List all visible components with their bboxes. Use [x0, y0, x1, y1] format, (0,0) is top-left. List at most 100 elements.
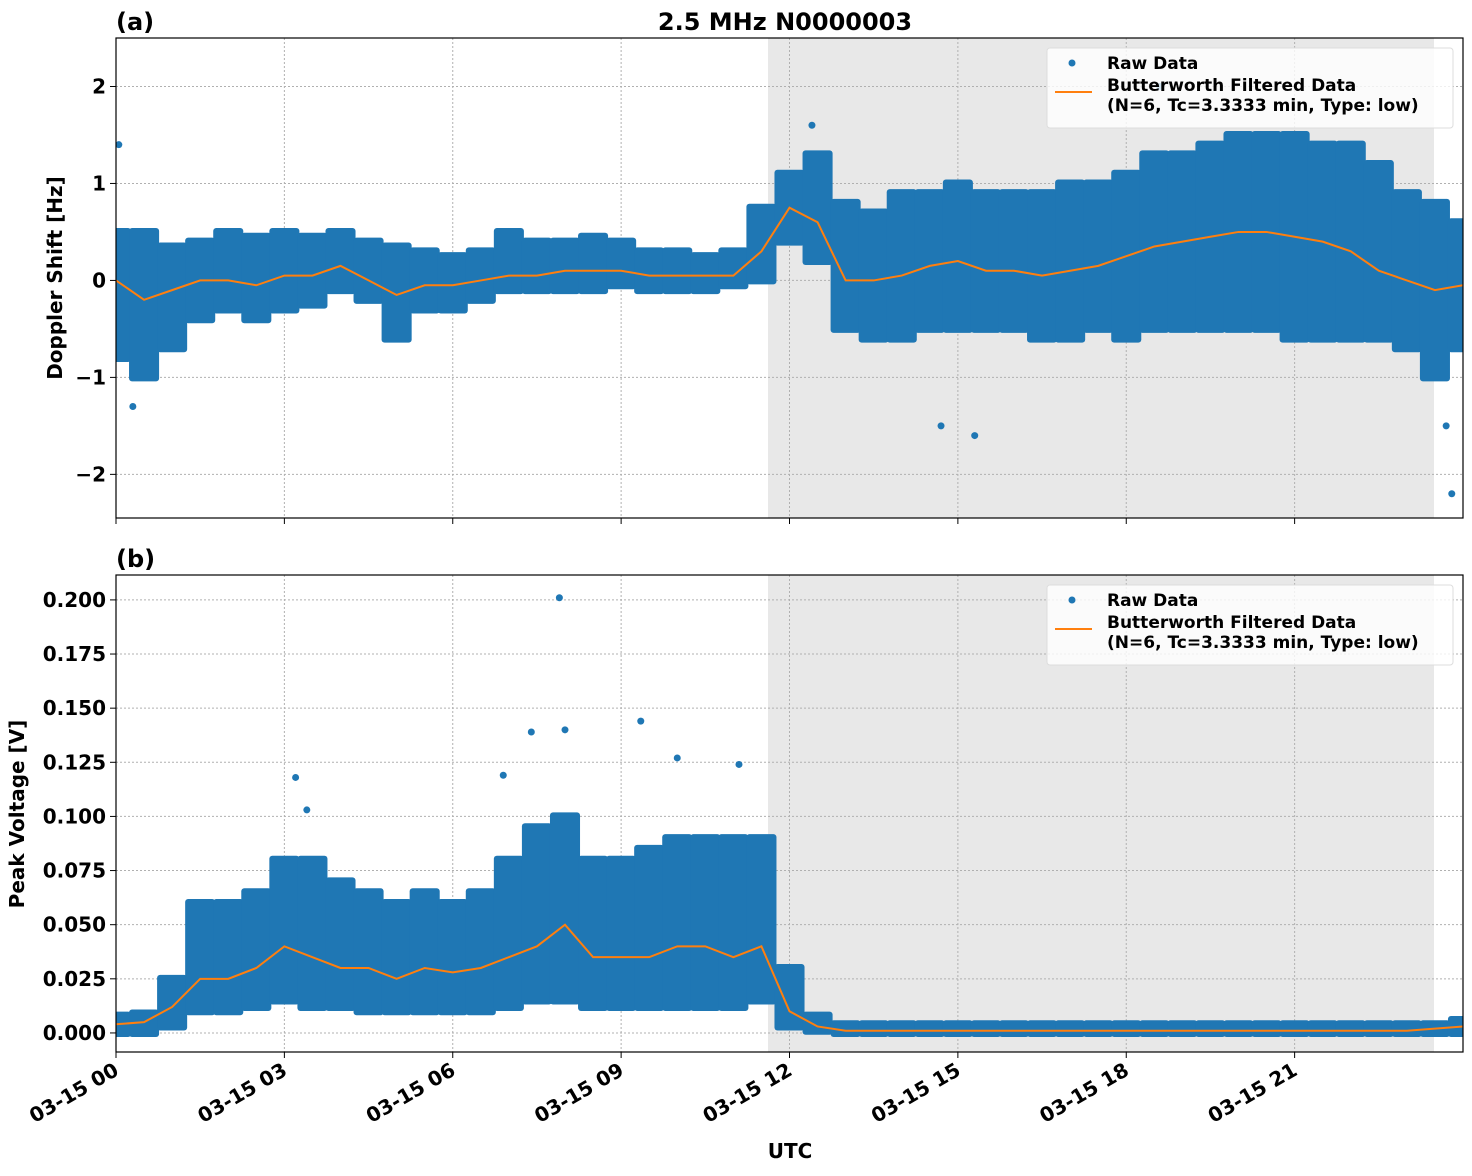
- x-tick-label: 03-15 00: [25, 1058, 123, 1128]
- legend-filtered-label-1: Butterworth Filtered Data: [1107, 76, 1356, 96]
- y-tick-label: 0: [92, 268, 106, 292]
- chart-title: 2.5 MHz N0000003: [658, 8, 912, 36]
- raw-data-band: [1307, 1020, 1338, 1037]
- raw-data-band: [634, 844, 665, 1011]
- legend-box: [1046, 47, 1454, 129]
- panel-b: 0.000 0.025 0.050 0.075 0.100 0.125 0.150 0.175…: [25, 574, 1464, 1128]
- raw-data-point: [129, 402, 137, 410]
- raw-data-point: [303, 806, 311, 814]
- raw-data-band: [662, 834, 693, 1011]
- raw-data-point: [735, 760, 743, 768]
- x-tick-label: 03-15 03: [193, 1058, 291, 1128]
- raw-data-point: [292, 773, 300, 781]
- raw-data-band: [746, 834, 777, 1005]
- raw-data-point: [527, 728, 535, 736]
- raw-data-band: [409, 247, 440, 314]
- raw-data-band: [437, 899, 468, 1016]
- raw-data-band: [493, 855, 524, 1011]
- raw-data-band: [718, 247, 749, 290]
- y-axis-label-b: Peak Voltage [V]: [5, 720, 29, 909]
- legend-filtered-label-2: (N=6, Tc=3.3333 min, Type: low): [1107, 96, 1419, 116]
- legend-raw-marker: [1068, 59, 1076, 67]
- x-tick-label: 03-15 06: [362, 1058, 460, 1128]
- raw-data-band: [578, 855, 609, 1011]
- raw-data-band: [1335, 140, 1366, 343]
- raw-data-band: [998, 1020, 1030, 1037]
- raw-data-band: [578, 232, 609, 295]
- raw-data-band: [606, 237, 637, 290]
- raw-data-band: [606, 855, 637, 1011]
- raw-data-band: [1139, 150, 1170, 333]
- raw-data-band: [914, 1020, 945, 1037]
- legend-raw-marker: [1068, 596, 1076, 604]
- panel-a-label: (a): [116, 8, 154, 36]
- raw-data-band: [465, 888, 496, 1016]
- raw-data-band: [1223, 1020, 1254, 1037]
- plot-area: [116, 594, 1463, 1037]
- raw-data-band: [549, 237, 581, 295]
- raw-data-band: [998, 189, 1030, 333]
- raw-data-band: [521, 237, 552, 295]
- raw-data-band: [718, 834, 749, 1011]
- raw-data-band: [1083, 1020, 1114, 1037]
- x-axis-label: UTC: [768, 1139, 813, 1163]
- raw-data-band: [1363, 160, 1394, 343]
- raw-data-band: [353, 888, 384, 1016]
- raw-data-point: [555, 594, 563, 602]
- raw-data-band: [129, 1009, 160, 1037]
- raw-data-point: [116, 141, 123, 149]
- raw-data-band: [353, 237, 384, 304]
- raw-data-band: [269, 227, 300, 314]
- raw-data-band: [1279, 1020, 1310, 1037]
- raw-data-band: [1335, 1020, 1366, 1037]
- raw-data-band: [1447, 218, 1463, 353]
- raw-data-band: [325, 227, 356, 295]
- legend-box: [1046, 584, 1454, 666]
- raw-data-band: [662, 247, 693, 295]
- raw-data-band: [802, 150, 833, 266]
- y-tick-label: 0.175: [43, 642, 106, 666]
- raw-data-band: [521, 823, 552, 1005]
- raw-data-band: [746, 203, 777, 285]
- panel-b-label: (b): [116, 545, 155, 573]
- legend-raw-label: Raw Data: [1107, 54, 1198, 74]
- raw-data-point: [937, 422, 945, 430]
- raw-data-band: [634, 247, 665, 295]
- raw-data-point: [673, 754, 681, 762]
- raw-data-band: [241, 888, 272, 1011]
- x-tick-label: 03-15 09: [530, 1058, 628, 1128]
- raw-data-band: [116, 227, 132, 362]
- raw-data-band: [409, 888, 440, 1016]
- raw-data-band: [970, 1020, 1001, 1037]
- raw-data-band: [381, 899, 412, 1016]
- raw-data-band: [325, 877, 356, 1011]
- y-tick-label: 0.100: [43, 804, 106, 828]
- y-tick-label: −1: [75, 365, 106, 389]
- x-tick-label: 03-15 21: [1204, 1058, 1302, 1128]
- filtered-data-line: [116, 923, 1463, 1032]
- raw-data-band: [886, 189, 917, 343]
- y-tick-label: 0.150: [43, 696, 106, 720]
- raw-data-band: [493, 227, 524, 295]
- legend-filtered-label-2: (N=6, Tc=3.3333 min, Type: low): [1107, 633, 1419, 653]
- raw-data-band: [185, 899, 216, 1016]
- raw-data-point: [971, 432, 979, 440]
- raw-data-band: [465, 247, 496, 304]
- raw-data-point: [499, 771, 507, 779]
- raw-data-band: [1027, 1020, 1058, 1037]
- raw-data-band: [830, 1020, 861, 1037]
- raw-data-band: [1251, 1020, 1282, 1037]
- raw-data-band: [942, 179, 973, 333]
- raw-data-band: [1139, 1020, 1170, 1037]
- raw-data-point: [1448, 490, 1456, 498]
- raw-data-band: [1055, 1020, 1086, 1037]
- raw-data-band: [213, 899, 244, 1016]
- raw-data-point: [808, 121, 816, 129]
- raw-data-band: [297, 232, 328, 309]
- raw-data-band: [886, 1020, 917, 1037]
- x-tick-label: 03-15 12: [698, 1058, 796, 1128]
- raw-data-band: [1195, 1020, 1226, 1037]
- x-tick-label: 03-15 18: [1035, 1058, 1133, 1128]
- raw-data-band: [942, 1020, 973, 1037]
